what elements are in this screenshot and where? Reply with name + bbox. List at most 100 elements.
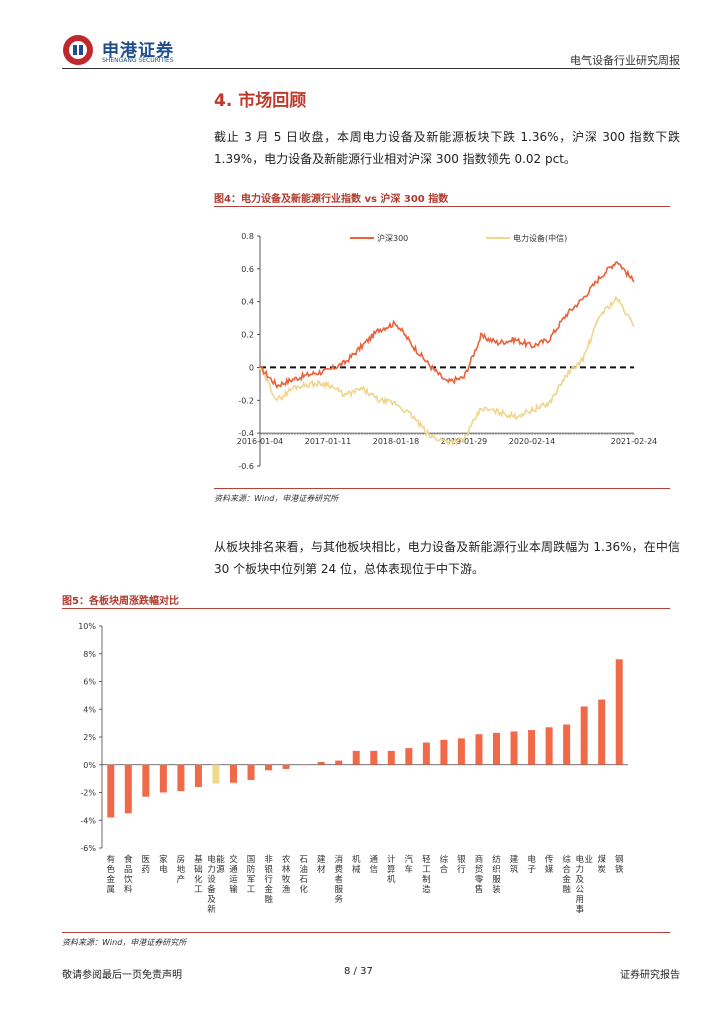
bar-19 xyxy=(440,739,448,765)
category-label: 传媒 xyxy=(545,854,554,875)
sector-ranking-paragraph: 从板块排名来看，与其他板块相比，电力设备及新能源行业本周跌幅为 1.36%，在中… xyxy=(214,540,680,576)
category-label: 有色金属 xyxy=(107,854,116,895)
series-line-hs300 xyxy=(259,261,635,390)
category-label: 建材 xyxy=(317,854,326,875)
category-label: 机械 xyxy=(352,854,361,875)
market-review-paragraph: 截止 3 月 5 日收盘，本周电力设备及新能源板块下跌 1.36%，沪深 300… xyxy=(214,130,680,166)
footer-disclaimer: 敬请参阅最后一页免责声明 xyxy=(62,970,182,981)
category-label: 电力及公用事业 xyxy=(575,854,593,915)
category-label: 纺织服装 xyxy=(492,854,501,895)
category-label: 综合 xyxy=(440,854,449,875)
bar-4 xyxy=(177,764,185,792)
bar-24 xyxy=(528,730,536,765)
y-tick-label: -0.4 xyxy=(238,429,254,438)
x-tick-label: 2019-01-29 xyxy=(441,437,488,446)
y-tick-label: -4% xyxy=(80,816,96,825)
bar-10 xyxy=(282,764,290,769)
y-tick-label: 6% xyxy=(83,678,96,687)
page-number: 8 / 37 xyxy=(344,966,373,977)
category-label: 通信 xyxy=(370,854,379,875)
bar-9 xyxy=(265,764,273,771)
category-label: 交通运输 xyxy=(229,854,238,895)
shengang-logo-icon xyxy=(63,35,93,65)
y-tick-label: 0.4 xyxy=(241,298,254,307)
category-label: 电子 xyxy=(527,854,536,875)
category-label: 综合金融 xyxy=(562,854,571,895)
category-label: 医药 xyxy=(142,855,151,875)
y-tick-label: 4% xyxy=(83,705,96,714)
category-label: 银行 xyxy=(457,854,466,875)
category-label: 家电 xyxy=(159,854,168,875)
bar-6 xyxy=(212,764,220,784)
bar-21 xyxy=(475,734,483,765)
logo-text-cn: 申港证券 xyxy=(102,41,174,61)
y-tick-label: -0.2 xyxy=(238,396,254,405)
category-label: 钢铁 xyxy=(615,854,624,875)
category-label: 煤炭 xyxy=(597,854,606,875)
figure4-label: 图4：电力设备及新能源行业指数 vs 沪深 300 指数 xyxy=(214,194,449,205)
y-tick-label: 10% xyxy=(78,622,96,631)
bar-2 xyxy=(142,764,150,797)
x-tick-label: 2016-01-04 xyxy=(237,437,284,446)
category-label: 汽车 xyxy=(405,854,414,875)
report-title: 电气设备行业研究周报 xyxy=(570,54,680,67)
y-tick-label: -0.6 xyxy=(238,462,254,471)
series-line-electrical-equipment xyxy=(259,295,635,447)
figure4-bottom-rule xyxy=(214,488,670,489)
figure5-label: 图5：各板块周涨跌幅对比 xyxy=(62,596,179,607)
y-tick-label: 0.8 xyxy=(241,232,254,241)
bar-15 xyxy=(370,750,378,765)
category-label: 商贸零售 xyxy=(475,854,484,895)
category-label: 石油石化 xyxy=(299,855,308,895)
header-divider xyxy=(62,68,680,69)
y-tick-label: -6% xyxy=(80,844,96,853)
bar-3 xyxy=(159,764,167,793)
bar-11 xyxy=(300,764,308,766)
bar-28 xyxy=(598,699,606,765)
sector-bar-chart: 10% 8% 6% 4% 2% 0% -2% -4% -6% 有色金属食品饮料医药家电房地产基础… xyxy=(78,622,628,915)
y-tick-label: 2% xyxy=(83,733,96,742)
bar-25 xyxy=(545,727,553,765)
category-label: 农林牧渔 xyxy=(282,854,291,895)
bar-1 xyxy=(124,764,132,814)
category-label: 非银行金融 xyxy=(264,854,273,905)
category-label: 计算机 xyxy=(387,854,396,885)
category-label: 房地产 xyxy=(177,854,186,885)
bar-23 xyxy=(510,731,518,765)
bar-14 xyxy=(352,750,360,765)
bar-29 xyxy=(615,659,623,765)
category-label: 电力设备及新能源 xyxy=(207,854,225,915)
figure5-top-rule xyxy=(62,608,670,609)
y-tick-label: 0% xyxy=(83,761,96,770)
bar-27 xyxy=(580,706,588,765)
figure5-source: 资料来源：Wind，申港证券研究所 xyxy=(62,938,187,947)
figure4-top-rule xyxy=(214,206,670,207)
legend-label-electrical-equipment: 电力设备(中信) xyxy=(513,233,567,243)
bar-26 xyxy=(563,724,571,765)
category-label: 国防军工 xyxy=(247,855,256,895)
section-title: 4. 市场回顾 xyxy=(214,91,307,111)
bar-13 xyxy=(335,760,343,765)
legend-label-hs300: 沪深300 xyxy=(377,233,408,243)
bar-22 xyxy=(493,732,500,765)
y-tick-label: 0 xyxy=(249,363,254,372)
category-label: 基础化工 xyxy=(194,854,203,895)
y-tick-label: 0.6 xyxy=(241,265,254,274)
category-label: 轻工制造 xyxy=(422,854,431,895)
category-label: 食品饮料 xyxy=(124,854,133,895)
category-label: 消费者服务 xyxy=(334,854,343,905)
bar-0 xyxy=(107,764,115,818)
bar-8 xyxy=(247,764,255,781)
y-tick-label: 8% xyxy=(83,650,96,659)
bar-5 xyxy=(194,764,202,787)
y-tick-label: 0.2 xyxy=(241,331,254,340)
company-logo: 申港证券 SHENGANG SECURITIES xyxy=(62,34,202,70)
category-label: 建筑 xyxy=(510,854,519,875)
figure4-source: 资料来源：Wind，申港证券研究所 xyxy=(214,494,339,503)
bar-18 xyxy=(422,742,430,765)
x-tick-label: 2021-02-24 xyxy=(611,437,658,446)
bar-16 xyxy=(387,750,395,765)
bar-17 xyxy=(405,748,413,765)
logo-text-en: SHENGANG SECURITIES xyxy=(102,57,174,64)
x-tick-label: 2020-02-14 xyxy=(509,437,556,446)
